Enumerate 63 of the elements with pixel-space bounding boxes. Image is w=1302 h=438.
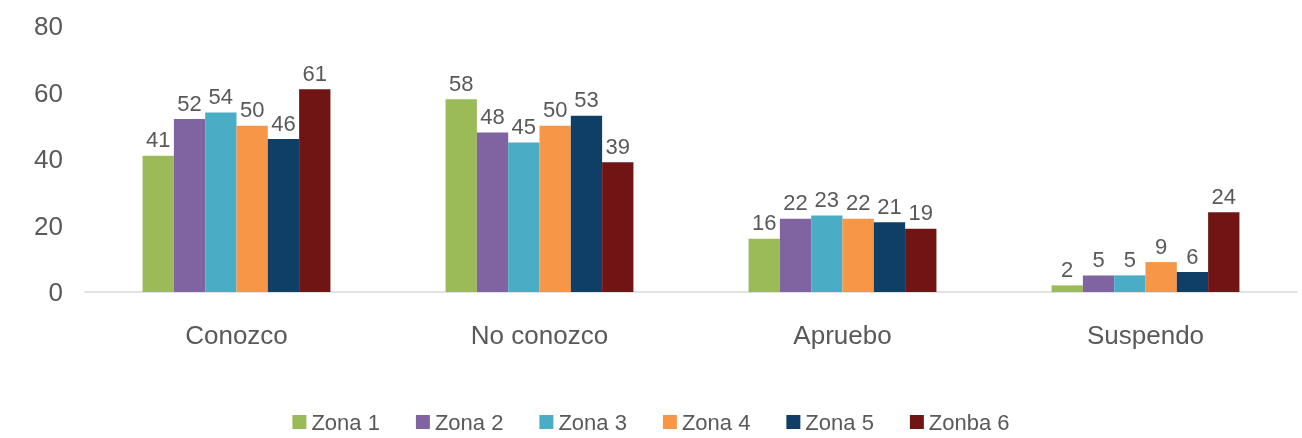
y-tick-label: 0	[48, 277, 63, 307]
y-tick-label: 80	[34, 11, 63, 41]
bar	[476, 132, 509, 292]
bar	[842, 218, 874, 292]
data-label: 16	[751, 210, 777, 236]
data-label: 48	[480, 103, 505, 129]
bar	[1051, 285, 1083, 292]
data-label: 52	[177, 90, 202, 116]
data-label: 2	[1061, 256, 1074, 282]
legend-label: Zona 2	[434, 409, 504, 435]
legend-label: Zonba 6	[928, 409, 1010, 435]
bar	[508, 142, 540, 292]
y-tick-label: 40	[34, 144, 63, 174]
data-label: 50	[239, 97, 265, 123]
data-label: 61	[302, 60, 328, 86]
bar	[873, 222, 906, 292]
bar	[811, 215, 843, 292]
data-label: 41	[145, 127, 171, 153]
x-tick-label: Suspendo	[1086, 320, 1205, 350]
data-label: 5	[1123, 246, 1136, 272]
bar	[299, 89, 331, 292]
bar	[267, 139, 300, 292]
data-label: 22	[845, 190, 871, 216]
data-label: 46	[271, 110, 296, 136]
bar	[1176, 272, 1209, 292]
data-label: 6	[1186, 243, 1199, 269]
data-label: 22	[783, 190, 808, 216]
bar	[142, 155, 174, 292]
legend-label: Zona 5	[805, 409, 874, 435]
data-label: 53	[574, 87, 599, 113]
y-tick-label: 60	[34, 77, 63, 108]
x-tick-label: Apruebo	[793, 320, 892, 350]
bar	[1114, 275, 1146, 292]
x-tick-label: No conozco	[470, 320, 609, 350]
legend-label: Zona 3	[558, 409, 627, 435]
data-label: 54	[208, 83, 234, 109]
bar	[539, 125, 571, 292]
bar	[205, 112, 237, 292]
bar	[905, 228, 937, 292]
bar	[1208, 212, 1240, 292]
data-label: 24	[1211, 183, 1237, 209]
y-tick-label: 20	[34, 210, 63, 241]
data-label: 39	[605, 133, 631, 159]
data-label: 5	[1092, 246, 1105, 272]
bar	[1145, 262, 1177, 292]
bar	[570, 115, 603, 292]
data-label: 45	[511, 113, 537, 139]
data-label: 23	[814, 187, 840, 213]
bar	[173, 119, 206, 292]
data-label: 50	[542, 97, 568, 123]
data-label: 58	[448, 70, 474, 96]
x-tick-label: Conozco	[185, 320, 288, 350]
bar	[236, 125, 268, 292]
bar	[602, 162, 634, 292]
bar	[748, 238, 780, 292]
legend-label: Zona 4	[681, 409, 751, 435]
data-label: 9	[1155, 233, 1168, 259]
data-label: 21	[877, 193, 902, 219]
data-label: 19	[908, 200, 934, 226]
bar	[1082, 275, 1115, 292]
bar	[779, 218, 812, 292]
legend-label: Zona 1	[311, 409, 380, 435]
bar	[445, 99, 477, 292]
